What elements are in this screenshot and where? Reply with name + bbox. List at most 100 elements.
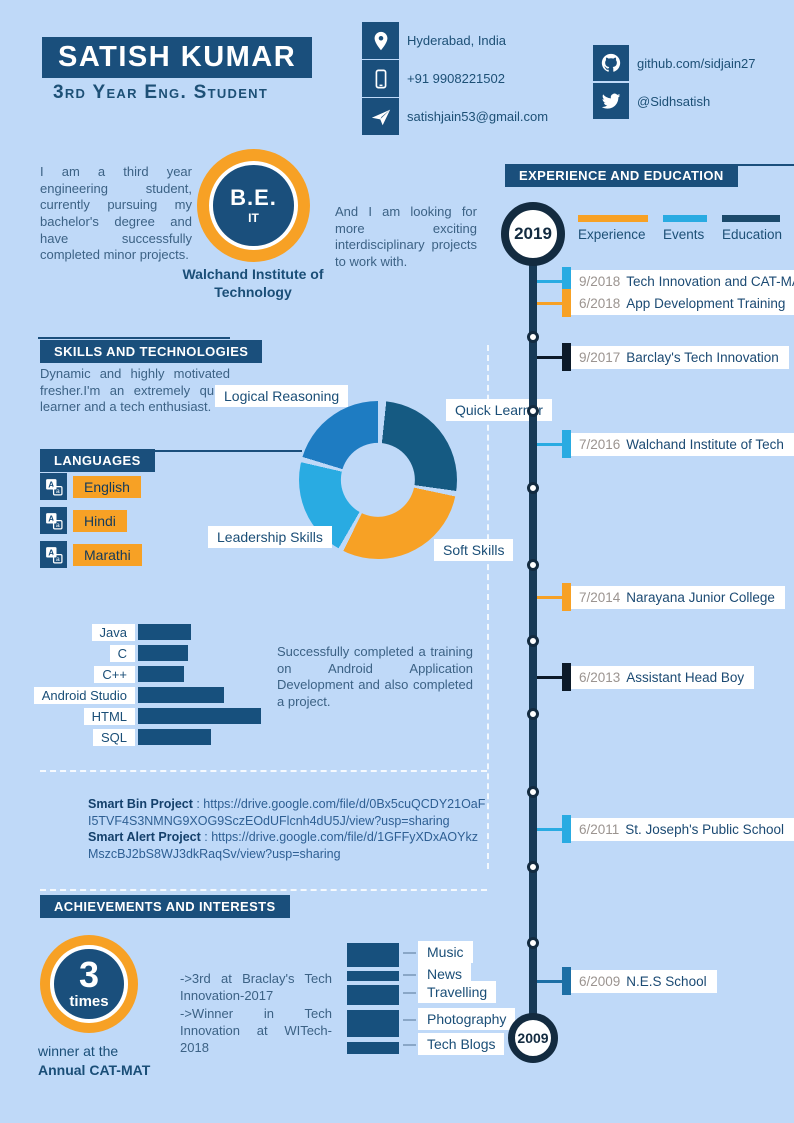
award-badge: 3 times [40, 935, 138, 1033]
social-handle[interactable]: github.com/sidjain27 [637, 55, 756, 71]
legend-swatch [722, 215, 780, 222]
entry-title: Tech Innovation and CAT-MAT [626, 273, 794, 289]
entry-card: 6/2018 App Development Training [571, 291, 794, 315]
divider [38, 337, 230, 339]
bar-row: Java [38, 623, 261, 641]
contact-text: Hyderabad, India [407, 33, 507, 48]
timeline-entry: 9/2017 Barclay's Tech Innovation [537, 343, 789, 371]
entry-category-tab [562, 267, 571, 295]
entry-connector [537, 595, 562, 599]
interest-label: Music [418, 941, 473, 963]
section-title-languages: LANGUAGES [40, 449, 155, 472]
interest-block [347, 1042, 399, 1054]
interest-label: Photography [418, 1008, 516, 1030]
entry-connector [537, 355, 562, 359]
entry-card: 9/2017 Barclay's Tech Innovation [571, 345, 789, 369]
svg-text:a: a [55, 556, 59, 563]
interest-block [347, 971, 399, 981]
bar-row: SQL [38, 728, 261, 746]
interest-block [347, 943, 399, 967]
svg-text:A: A [48, 479, 54, 489]
award-unit: times [69, 992, 109, 1010]
legend-swatch [663, 215, 707, 222]
entry-date: 6/2018 [579, 295, 621, 311]
timeline-legend: Experience Events Education [578, 215, 782, 242]
bar-row: C [38, 644, 261, 662]
contact-item: satishjain53@gmail.com [362, 98, 548, 135]
entry-date: 9/2017 [579, 349, 621, 365]
social-list: github.com/sidjain27 @Sidhsatish [593, 45, 756, 121]
language-label: Hindi [73, 509, 127, 532]
legend-label: Experience [578, 227, 646, 242]
divider [40, 450, 302, 452]
end-year-label: 2009 [517, 1030, 549, 1046]
bar-value [138, 645, 188, 661]
social-item[interactable]: github.com/sidjain27 [593, 45, 756, 81]
entry-title: Narayana Junior College [626, 589, 775, 605]
contact-list: Hyderabad, India +91 9908221502 satishjain… [362, 22, 548, 136]
bar-label-column: C [38, 644, 135, 662]
svg-text:A: A [48, 513, 54, 523]
bar-row: C++ [38, 665, 261, 683]
divider [40, 770, 487, 772]
institute-caption: Walchand Institute of Technology [182, 266, 324, 300]
page-title: SATISH KUMAR [42, 37, 313, 78]
contact-text: +91 9908221502 [407, 71, 505, 86]
entry-card: 7/2014 Narayana Junior College [571, 585, 785, 609]
entry-category-tab [562, 967, 571, 995]
entry-date: 6/2011 [579, 821, 620, 837]
entry-connector [537, 301, 562, 305]
projects-block: Smart Bin Project : https://drive.google… [88, 796, 486, 862]
technology-bar-chart: Java C C++ Android Studio HTML SQL [33, 623, 261, 750]
entry-connector [537, 279, 562, 283]
interest-label: Tech Blogs [418, 1033, 505, 1055]
social-item[interactable]: @Sidhsatish [593, 83, 756, 119]
connector-line [403, 992, 416, 994]
project-url[interactable]: : https://drive.google.com/file/d/0Bx5cu… [88, 797, 486, 828]
divider [40, 889, 487, 891]
phone-icon [362, 60, 399, 97]
bar-label-column: Android Studio [33, 686, 135, 704]
bar-label-column: Java [38, 623, 135, 641]
bar-category-label: Android Studio [33, 686, 135, 704]
interest-label: Travelling [418, 981, 497, 1003]
skills-intro: Dynamic and highly motivated fresher.I'm… [40, 366, 230, 415]
entry-category-tab [562, 583, 571, 611]
legend-item: Education [722, 215, 782, 242]
bar-category-label: HTML [83, 707, 135, 725]
contact-item: Hyderabad, India [362, 22, 548, 59]
entry-date: 7/2016 [579, 436, 621, 452]
entry-card: 7/2016 Walchand Institute of Tech [571, 432, 794, 456]
svg-text:A: A [48, 547, 54, 557]
timeline-entry: 9/2018 Tech Innovation and CAT-MAT [537, 267, 794, 295]
achievement-note: ->3rd at Braclay's Tech Innovation-2017 [180, 971, 332, 1003]
timeline-node [527, 937, 539, 949]
legend-label: Education [722, 227, 783, 242]
section-title-skills: SKILLS AND TECHNOLOGIES [40, 340, 263, 363]
interest-bars [347, 943, 399, 1054]
bar-category-label: SQL [92, 728, 135, 746]
donut-hole [340, 442, 416, 518]
start-year-label: 2019 [514, 224, 552, 243]
contact-item: +91 9908221502 [362, 60, 548, 97]
social-handle[interactable]: @Sidhsatish [637, 93, 711, 109]
language-label: Marathi [73, 543, 142, 566]
bar-row: Android Studio [33, 686, 261, 704]
project-url[interactable]: : https://drive.google.com/file/d/1GFFyX… [88, 830, 478, 861]
timeline-node [527, 708, 539, 720]
timeline-node [527, 861, 539, 873]
language-label: English [73, 475, 141, 498]
legend-item: Experience [578, 215, 648, 242]
timeline-entry: 6/2013 Assistant Head Boy [537, 663, 755, 691]
training-note: Successfully completed a training on And… [277, 644, 473, 709]
entry-title: Barclay's Tech Innovation [626, 349, 779, 365]
timeline-entry: 7/2014 Narayana Junior College [537, 583, 785, 611]
achievement-notes: ->3rd at Braclay's Tech Innovation-2017-… [180, 971, 332, 1058]
entry-title: N.E.S School [626, 973, 707, 989]
award-count: 3 [78, 954, 100, 996]
